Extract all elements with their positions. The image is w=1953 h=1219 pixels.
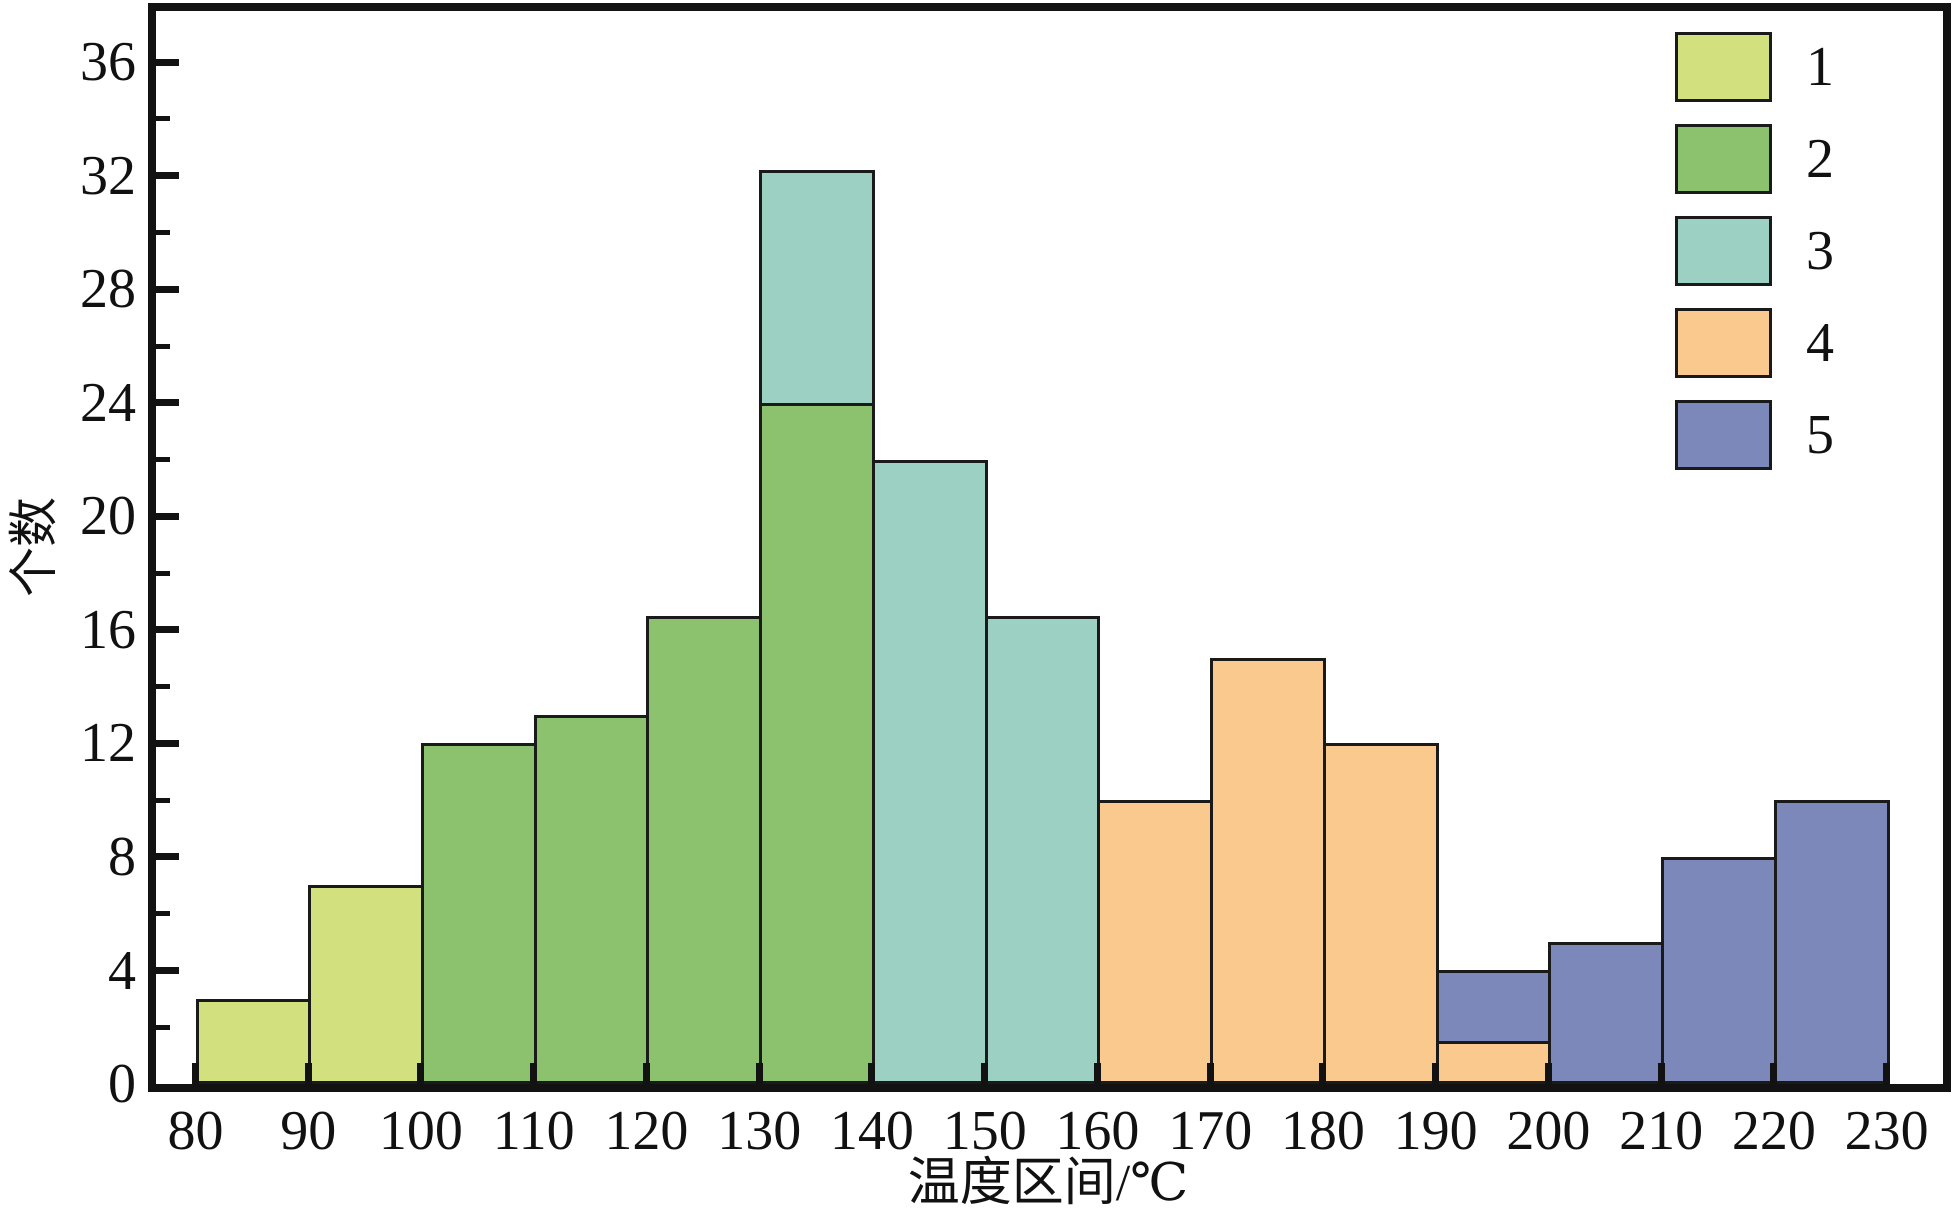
legend-swatch-group-4	[1675, 308, 1772, 378]
bar-segment-group-1	[195, 998, 312, 1084]
x-tick	[304, 1063, 312, 1084]
x-tick	[1206, 1063, 1214, 1084]
x-tick-label: 150	[942, 1100, 1027, 1162]
x-tick-label: 90	[280, 1100, 337, 1162]
y-tick-label: 32	[80, 144, 136, 207]
x-tick	[1319, 1063, 1327, 1084]
bar-segment-group-4	[1435, 1041, 1552, 1084]
y-tick-major	[156, 58, 179, 66]
x-tick-label: 160	[1055, 1100, 1140, 1162]
bar-segment-group-2	[420, 743, 537, 1084]
y-tick-label: 24	[80, 371, 136, 434]
x-tick-label: 230	[1844, 1100, 1929, 1162]
y-tick-label: 8	[108, 825, 136, 888]
x-tick-label: 80	[167, 1100, 224, 1162]
x-tick-label: 120	[604, 1100, 689, 1162]
x-tick-label: 100	[378, 1100, 463, 1162]
legend-swatch-group-2	[1675, 124, 1772, 194]
y-tick-major	[156, 853, 179, 861]
bar-segment-group-5	[1548, 942, 1665, 1084]
x-tick	[868, 1063, 876, 1084]
y-tick-minor	[156, 1024, 170, 1030]
bar-segment-group-2	[533, 715, 650, 1084]
x-tick-label: 180	[1280, 1100, 1365, 1162]
x-tick-label: 200	[1506, 1100, 1591, 1162]
y-tick-minor	[156, 570, 170, 576]
y-tick-label: 20	[80, 485, 136, 548]
bar-segment-group-3	[871, 459, 988, 1084]
y-tick-minor	[156, 343, 170, 349]
y-tick-major	[156, 512, 179, 520]
x-tick-label: 110	[492, 1100, 575, 1162]
legend-label: 4	[1806, 312, 1834, 374]
legend-swatch-group-5	[1675, 400, 1772, 470]
x-tick	[981, 1063, 989, 1084]
legend-label: 3	[1806, 220, 1834, 282]
legend-entry: 2	[1675, 124, 1834, 194]
y-tick-major	[156, 399, 179, 407]
x-tick-label: 220	[1731, 1100, 1816, 1162]
y-tick-minor	[156, 116, 170, 122]
bar-segment-group-4	[1097, 800, 1214, 1084]
legend-label: 5	[1806, 404, 1834, 466]
x-tick	[1657, 1063, 1665, 1084]
legend-swatch-group-3	[1675, 216, 1772, 286]
y-tick-minor	[156, 797, 170, 803]
x-tick	[1093, 1063, 1101, 1084]
bar-segment-group-2	[759, 402, 875, 1084]
bar-segment-group-3	[759, 169, 875, 406]
x-tick	[1544, 1063, 1552, 1084]
x-tick	[642, 1063, 650, 1084]
x-tick	[1883, 1063, 1891, 1084]
legend-entry: 1	[1675, 32, 1834, 102]
x-tick-label: 210	[1619, 1100, 1704, 1162]
y-tick-label: 0	[108, 1053, 136, 1115]
y-tick-minor	[156, 457, 170, 462]
y-tick-major	[156, 626, 179, 634]
y-tick-label: 16	[80, 598, 136, 661]
plot-area: 1 2 3 4 5	[148, 3, 1951, 1092]
y-tick-major	[156, 967, 179, 974]
legend-swatch-group-1	[1675, 32, 1772, 102]
x-tick	[1770, 1063, 1778, 1084]
bar-segment-group-1	[308, 885, 424, 1084]
x-axis-title: 温度区间/℃	[907, 1155, 1189, 1212]
legend: 1 2 3 4 5	[1675, 32, 1834, 492]
legend-label: 1	[1806, 36, 1834, 98]
y-tick-label: 36	[80, 31, 136, 94]
bar-segment-group-2	[646, 615, 763, 1084]
legend-entry: 5	[1675, 400, 1834, 470]
y-tick-minor	[156, 911, 170, 917]
x-tick	[417, 1063, 425, 1084]
bar-segment-group-4	[1210, 658, 1326, 1084]
bar-segment-group-5	[1773, 800, 1890, 1084]
x-tick	[1432, 1063, 1440, 1084]
y-tick-minor	[156, 229, 170, 235]
legend-entry: 3	[1675, 216, 1834, 286]
legend-entry: 4	[1675, 308, 1834, 378]
x-tick	[755, 1063, 763, 1084]
y-tick-label: 28	[80, 258, 136, 321]
y-tick-label: 4	[108, 939, 136, 1002]
bar-segment-group-5	[1435, 970, 1552, 1045]
x-tick	[192, 1063, 199, 1084]
legend-label: 2	[1806, 128, 1834, 190]
x-tick-label: 190	[1393, 1100, 1478, 1162]
x-tick-label: 170	[1168, 1100, 1253, 1162]
bar-segment-group-5	[1661, 856, 1777, 1084]
x-tick-label: 140	[829, 1100, 914, 1162]
bar-segment-group-4	[1322, 743, 1439, 1084]
x-tick	[530, 1063, 538, 1084]
y-tick-major	[156, 172, 179, 180]
y-tick-minor	[156, 684, 170, 690]
y-tick-major	[156, 739, 179, 747]
x-tick-label: 130	[717, 1100, 802, 1162]
bar-segment-group-3	[984, 615, 1101, 1084]
y-tick-major	[156, 285, 179, 293]
y-tick-label: 12	[80, 712, 136, 775]
